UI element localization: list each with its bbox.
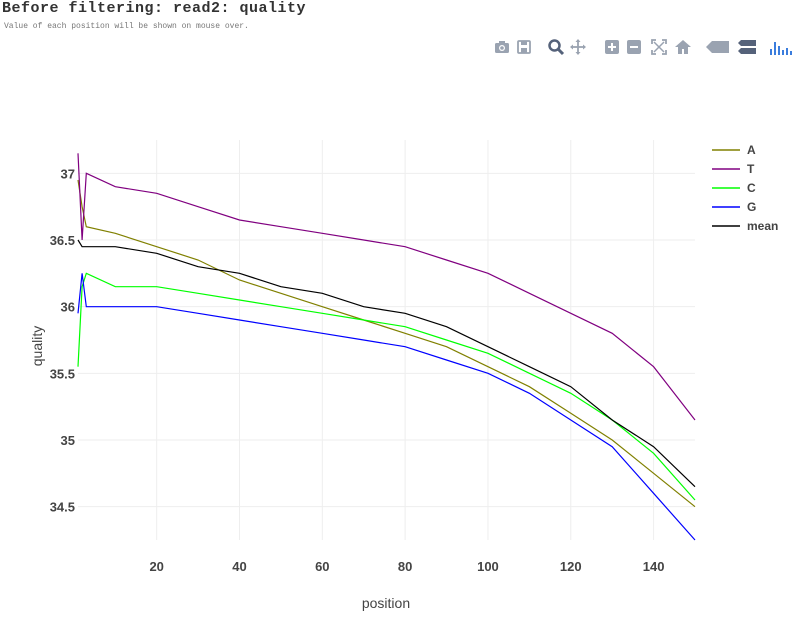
x-tick-label: 120 [560, 559, 582, 574]
y-tick-label: 36 [61, 300, 75, 315]
x-tick-label: 20 [149, 559, 163, 574]
y-axis-title: quality [29, 326, 45, 366]
legend-label: mean [747, 219, 778, 233]
zoom-in-icon[interactable] [603, 38, 621, 56]
page-subtitle: Value of each position will be shown on … [4, 22, 249, 31]
plotly-logo-icon[interactable] [769, 38, 793, 56]
legend-label: A [747, 143, 756, 157]
pan-icon[interactable] [569, 38, 587, 56]
x-tick-label: 60 [315, 559, 329, 574]
save-icon[interactable] [515, 38, 533, 56]
home-icon[interactable] [674, 38, 692, 56]
legend-label: G [747, 200, 756, 214]
series-line-G[interactable] [77, 273, 696, 541]
page-title: Before filtering: read2: quality [2, 0, 307, 17]
legend-item-G[interactable]: G [712, 200, 756, 214]
y-tick-label: 35.5 [50, 366, 75, 381]
series-line-A[interactable] [77, 179, 696, 508]
x-axis-title: position [362, 595, 410, 611]
legend-item-mean[interactable]: mean [712, 219, 778, 233]
camera-icon[interactable] [493, 38, 511, 56]
series-line-mean[interactable] [77, 239, 696, 488]
series-line-T[interactable] [77, 153, 696, 421]
autoscale-icon[interactable] [650, 38, 668, 56]
x-tick-label: 40 [232, 559, 246, 574]
x-tick-label: 140 [643, 559, 665, 574]
legend-item-C[interactable]: C [712, 181, 756, 195]
y-tick-label: 37 [61, 166, 75, 181]
hover-closest-icon[interactable] [705, 38, 731, 56]
zoom-icon[interactable] [547, 38, 565, 56]
x-tick-label: 80 [398, 559, 412, 574]
x-tick-label: 100 [477, 559, 499, 574]
y-tick-label: 36.5 [50, 233, 75, 248]
legend-label: C [747, 181, 756, 195]
y-tick-label: 34.5 [50, 500, 75, 515]
hover-compare-icon[interactable] [737, 38, 757, 56]
legend-item-A[interactable]: A [712, 143, 756, 157]
zoom-out-icon[interactable] [625, 38, 643, 56]
series-line-C[interactable] [77, 272, 696, 501]
legend-label: T [747, 162, 755, 176]
legend-item-T[interactable]: T [712, 162, 755, 176]
y-tick-label: 35 [61, 433, 75, 448]
